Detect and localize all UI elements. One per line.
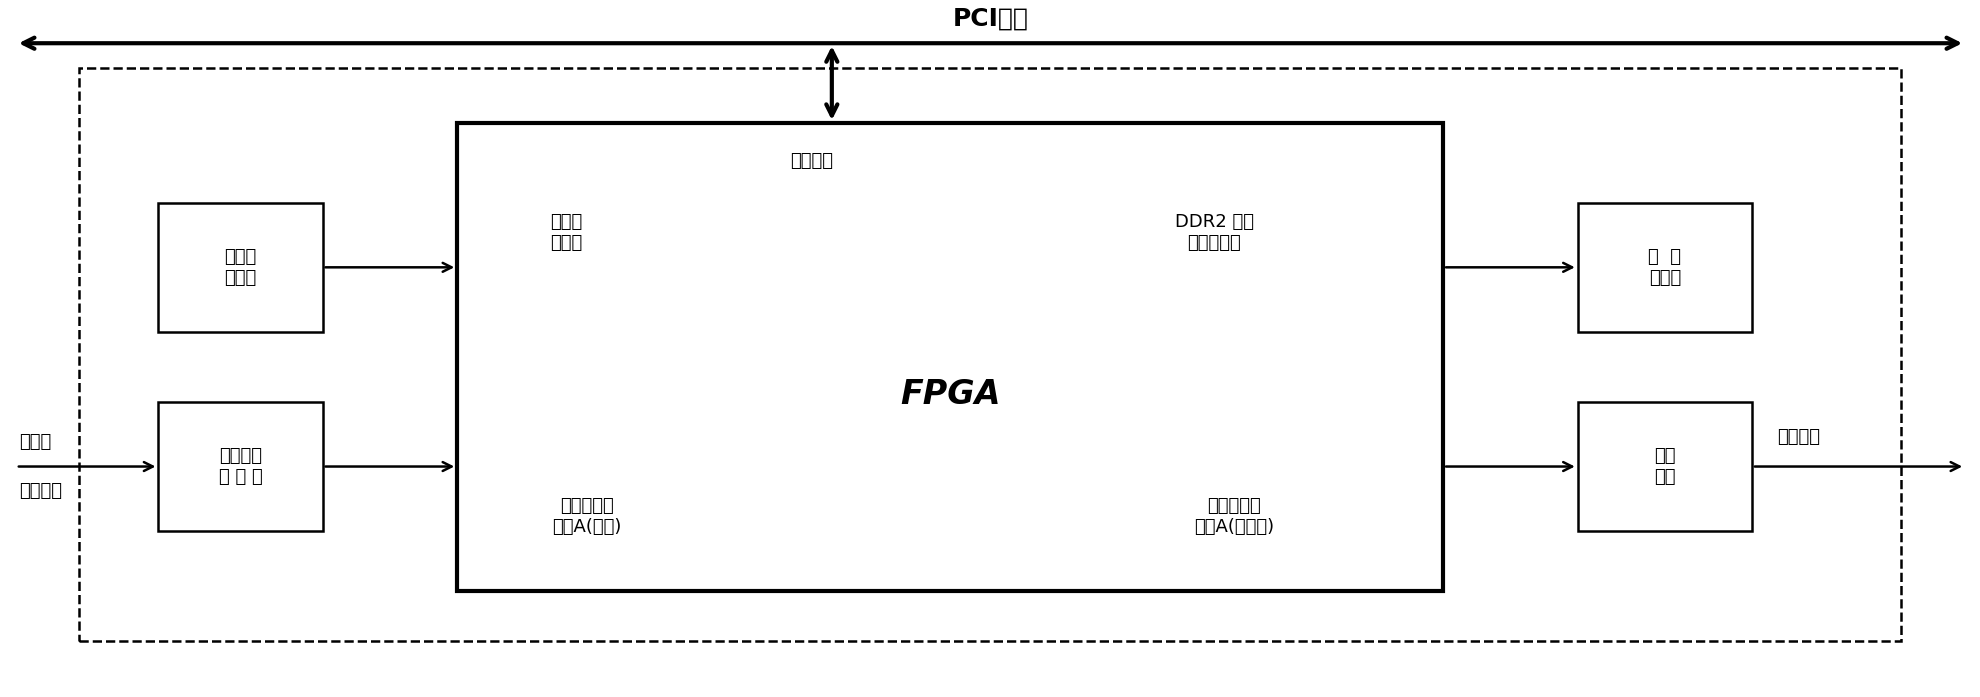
Text: PCI总线: PCI总线 bbox=[952, 6, 1028, 31]
Text: 输入数据: 输入数据 bbox=[20, 482, 61, 500]
Text: 主机接口: 主机接口 bbox=[790, 152, 834, 170]
Bar bbox=[158, 203, 323, 332]
Text: 外  部
存储器: 外 部 存储器 bbox=[1647, 248, 1681, 286]
Text: FPGA: FPGA bbox=[899, 378, 1000, 411]
Text: 时钟驱
动电路: 时钟驱 动电路 bbox=[224, 248, 257, 286]
Text: 锁相环
控制器: 锁相环 控制器 bbox=[550, 213, 582, 252]
Bar bbox=[158, 401, 323, 531]
Text: 输出
接口: 输出 接口 bbox=[1653, 447, 1675, 486]
Text: 先入先出
存 储 器: 先入先出 存 储 器 bbox=[218, 447, 261, 486]
Bar bbox=[79, 68, 1901, 641]
Text: 外部存储器
接口A(另一半): 外部存储器 接口A(另一半) bbox=[1194, 497, 1273, 536]
Bar bbox=[457, 123, 1443, 591]
Text: DDR2 外部
存储器接口: DDR2 外部 存储器接口 bbox=[1174, 213, 1253, 252]
Bar bbox=[1576, 401, 1750, 531]
Text: 距离线: 距离线 bbox=[20, 433, 51, 451]
Text: 外部存储器
接口A(一半): 外部存储器 接口A(一半) bbox=[552, 497, 622, 536]
Text: 输出数据: 输出数据 bbox=[1776, 428, 1820, 445]
Bar bbox=[1576, 203, 1750, 332]
